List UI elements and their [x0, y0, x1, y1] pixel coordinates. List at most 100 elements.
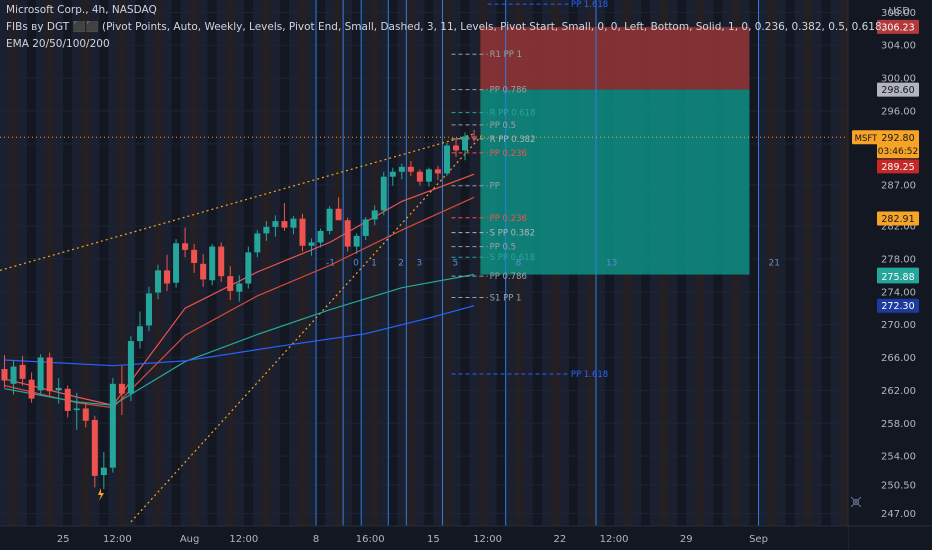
pivot-label: S PP 0.618	[490, 253, 535, 263]
price-tick-label: 247.00	[881, 509, 916, 520]
fib-time-label: 5	[452, 258, 458, 268]
candle-body	[371, 210, 378, 220]
session-band	[812, 0, 822, 526]
price-tag-label: 298.60	[881, 85, 914, 96]
candle-body	[471, 136, 478, 138]
session-band	[830, 0, 840, 526]
candle-body	[362, 219, 369, 236]
currency-label: USD	[888, 6, 910, 17]
time-tick-label: 29	[680, 534, 693, 545]
session-band	[469, 0, 479, 526]
session-band	[794, 0, 804, 526]
session-band	[36, 0, 46, 526]
pivot-label: PP 0.5	[490, 121, 516, 131]
session-band	[776, 0, 786, 526]
indicator-ema-label[interactable]: EMA 20/50/100/200	[6, 38, 110, 50]
price-tag	[877, 269, 919, 284]
target-zone	[480, 89, 750, 275]
session-band	[261, 0, 271, 526]
fib-time-label: 13	[606, 258, 617, 268]
candle-body	[344, 220, 351, 247]
candle-body	[380, 176, 387, 211]
lightning-icon	[98, 488, 104, 501]
pivot-label: S1 PP 1	[490, 294, 522, 304]
price-tag	[877, 82, 919, 97]
symbol-tag	[852, 130, 880, 145]
fib-time-label: 2	[398, 258, 404, 268]
last-price-label: 292.80	[881, 133, 914, 144]
time-tick-label: 12:00	[600, 534, 629, 545]
time-tick-label: 25	[57, 534, 70, 545]
candles	[1, 129, 478, 490]
price-tick-label: 296.00	[881, 106, 916, 117]
session-band	[370, 0, 380, 526]
ema-line	[4, 196, 475, 409]
candle-body	[453, 145, 459, 151]
candle-body	[218, 246, 225, 277]
price-tag-label: 282.91	[881, 214, 914, 225]
fib-time-label: 21	[769, 258, 780, 268]
pivot-label: R PP 0.382	[490, 135, 536, 145]
candle-body	[317, 230, 324, 243]
session-band	[225, 0, 235, 526]
session-band	[379, 0, 389, 526]
session-band	[81, 0, 91, 526]
session-band	[803, 0, 813, 526]
price-tick-label: 278.00	[881, 254, 916, 265]
time-axis: 25 12:00 Aug 12:00 8 16:00 15 12:00 22 12:00 29 Sep	[0, 525, 932, 550]
price-tick-label: 300.00	[881, 74, 916, 85]
pivot-label: PP 0.5	[490, 243, 516, 253]
price-tag	[877, 19, 919, 34]
candle-body	[100, 467, 107, 476]
pivot-levels: PP 1.618 R1 PP 1 PP 0.786 R PP 0.618 PP 0.5 R…	[451, 0, 608, 380]
price-tag-label: 275.88	[881, 272, 914, 283]
time-tick-label: 16:00	[356, 534, 385, 545]
candle-body	[398, 166, 405, 172]
chart-title[interactable]: Microsoft Corp., 4h, NASDAQ	[6, 4, 157, 16]
session-band	[288, 0, 298, 526]
candle-body	[281, 221, 288, 228]
session-band	[334, 0, 344, 526]
pivot-label: PP 0.786	[490, 86, 527, 96]
pivot-label: PP 0.236	[490, 149, 527, 159]
time-tick-label: 15	[427, 534, 440, 545]
candle-body	[55, 387, 62, 391]
session-band	[18, 0, 28, 526]
session-band	[9, 0, 19, 526]
pivot-label: S PP 0.382	[490, 229, 535, 239]
countdown-label: 03:46:52	[878, 147, 918, 157]
session-band	[758, 0, 768, 526]
pivot-label: PP 0.236	[490, 214, 527, 224]
session-band	[361, 0, 371, 526]
ema-line	[4, 173, 475, 406]
fib-time-label: -1	[326, 258, 335, 268]
session-band	[451, 0, 461, 526]
last-price-tag	[877, 130, 919, 159]
time-axis-bg	[0, 526, 848, 550]
candle-body	[182, 243, 189, 250]
candle-body	[73, 408, 80, 411]
candle-body	[145, 293, 152, 326]
resistance-trendline	[0, 133, 475, 271]
time-tick-label: 8	[313, 534, 319, 545]
trend-lines	[0, 133, 848, 523]
candle-body	[136, 326, 143, 342]
long-position-tool	[480, 26, 750, 275]
candle-body	[164, 270, 171, 284]
session-band	[442, 0, 452, 526]
pivot-label: PP 0.786	[490, 272, 527, 282]
candle-body	[263, 226, 270, 234]
fib-time-zones: -1 0 1 2 3 5 8 13 21	[315, 0, 780, 526]
session-band	[839, 0, 849, 526]
stop-zone	[480, 26, 750, 90]
session-band	[767, 0, 777, 526]
indicator-fibs-label[interactable]: FIBs вy DGT ⬛⬛ (Pivot Points, Auto, Week…	[6, 21, 884, 33]
candle-body	[127, 341, 134, 394]
candle-body	[425, 169, 432, 182]
candle-body	[254, 233, 261, 253]
candle-body	[290, 218, 297, 228]
session-band	[307, 0, 317, 526]
time-tick-label: 12:00	[103, 534, 132, 545]
